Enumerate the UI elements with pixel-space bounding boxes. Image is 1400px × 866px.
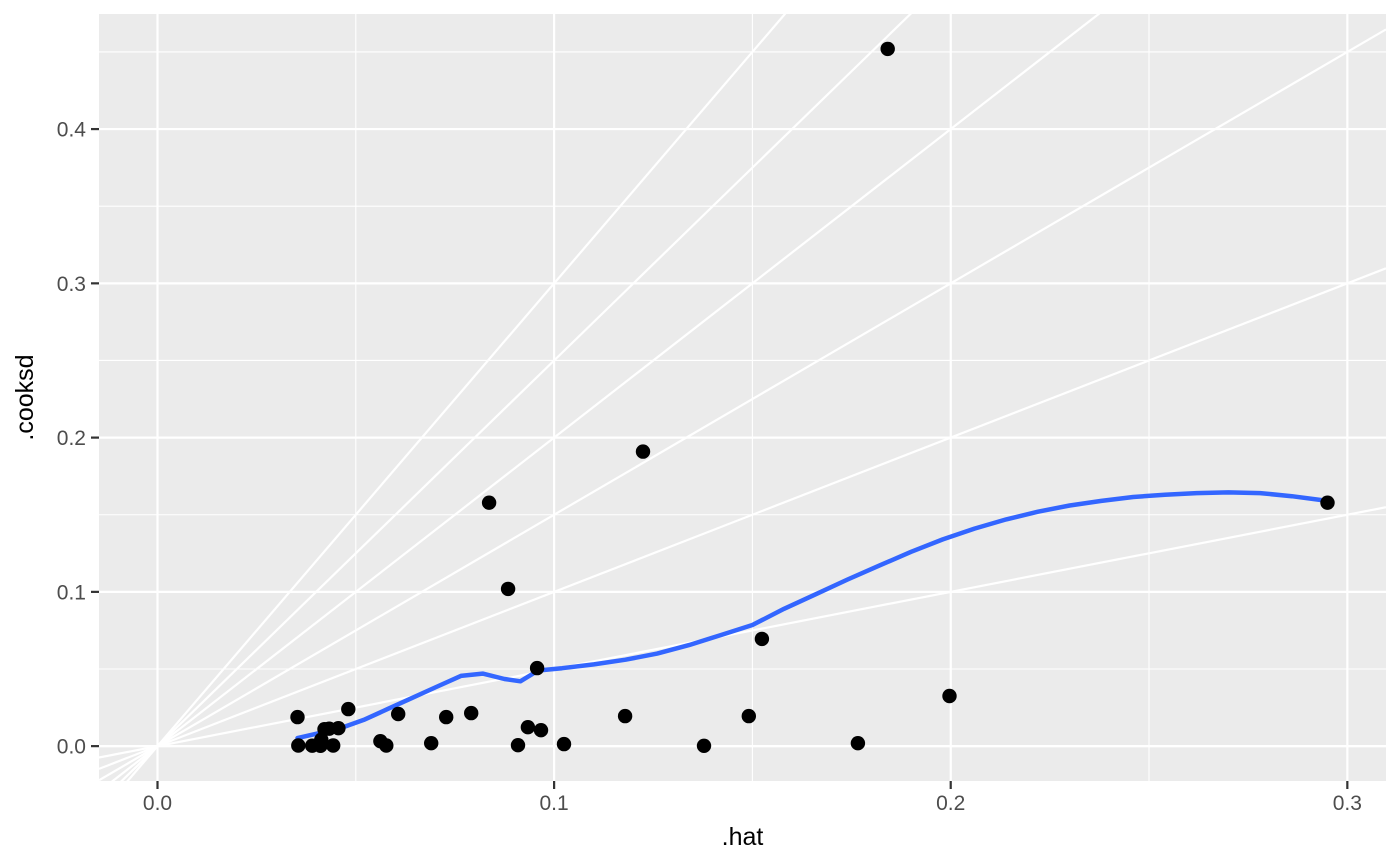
minor-gridlines: [99, 14, 1386, 781]
y-tick-label: 0.2: [57, 427, 86, 450]
abline-slope-1: [99, 267, 1386, 770]
data-point: [850, 736, 866, 751]
data-point: [424, 736, 439, 751]
data-point: [341, 701, 356, 717]
data-point: [556, 736, 572, 752]
data-point: [533, 723, 549, 738]
abline-slope-1.5: [99, 28, 1386, 781]
data-point: [500, 581, 516, 597]
data-point: [379, 738, 394, 753]
x-tick-label: 0.0: [143, 792, 172, 815]
data-point: [696, 738, 712, 753]
points-layer: [290, 41, 1335, 753]
abline-slope-3: [126, 14, 787, 781]
data-point: [439, 709, 454, 725]
x-tick-label: 0.1: [540, 792, 569, 815]
y-tick-label: 0.1: [57, 581, 86, 604]
data-point: [391, 706, 406, 722]
y-axis-title: .cooksd: [11, 354, 39, 440]
y-tick-label: 0.3: [57, 273, 86, 296]
data-point: [331, 721, 346, 736]
data-point: [754, 631, 770, 647]
data-point: [520, 720, 536, 735]
data-point: [529, 660, 545, 676]
data-point: [741, 708, 756, 724]
data-point: [510, 738, 526, 753]
x-axis-title: .hat: [722, 823, 764, 851]
data-point: [635, 444, 651, 459]
data-point: [481, 495, 497, 510]
data-point: [464, 705, 479, 721]
plot-panel: [99, 14, 1386, 781]
data-point: [1320, 495, 1335, 510]
data-point: [291, 738, 306, 753]
x-tick-label: 0.2: [936, 792, 965, 815]
abline-slope-2.5: [120, 14, 913, 781]
data-point: [880, 41, 895, 57]
y-tick-label: 0.4: [57, 119, 87, 142]
x-tick-label: 0.3: [1333, 792, 1362, 815]
data-point: [326, 738, 341, 753]
abline-slope-2: [110, 14, 1101, 781]
data-point: [617, 708, 633, 724]
data-point: [942, 688, 957, 704]
data-point: [290, 709, 305, 725]
axes-layer: 0.0 0.1 0.2 0.3 0.0 0.1 0.2 0.3 0.4: [57, 119, 1362, 815]
panel-background: [99, 14, 1386, 781]
smooth-line: [295, 490, 1330, 741]
smooth-layer: [295, 490, 1330, 741]
abline-slope-0.5: [99, 506, 1386, 759]
major-gridlines: [99, 14, 1386, 781]
y-tick-label: 0.0: [57, 736, 86, 759]
